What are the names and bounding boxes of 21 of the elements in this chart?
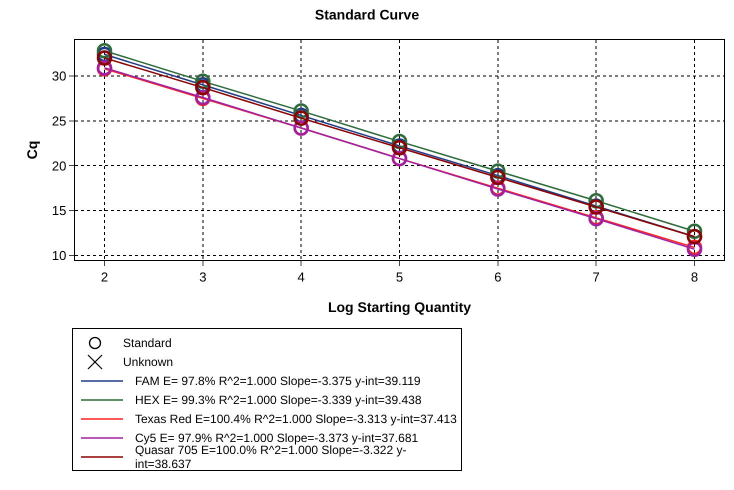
- legend-label: HEX E= 99.3% R^2=1.000 Slope=-3.339 y-int=39.438: [135, 392, 422, 406]
- x-axis-title: Log Starting Quantity: [328, 299, 472, 315]
- x-tick-label: 7: [592, 270, 600, 285]
- text: Unknown: [123, 354, 174, 368]
- legend-label: Texas Red E=100.4% R^2=1.000 Slope=-3.313 y-int=37.413: [135, 412, 457, 426]
- x-tick-label: 8: [690, 270, 698, 285]
- x-tick-label: 3: [199, 270, 206, 285]
- y-tick-label: 15: [52, 203, 66, 218]
- x-tick-label: 2: [100, 270, 108, 285]
- y-tick-label: 30: [52, 68, 66, 84]
- text: Standard: [123, 336, 172, 350]
- y-tick-label: 10: [52, 248, 66, 264]
- y-axis-title: Cq: [24, 140, 40, 160]
- x-tick-label: 5: [396, 270, 404, 285]
- y-tick-label: 20: [52, 158, 66, 174]
- x-tick-label: 4: [298, 270, 305, 285]
- legend-label: FAM E= 97.8% R^2=1.000 Slope=-3.375 y-int=39.119: [135, 374, 421, 388]
- legend-label: Cy5 E= 97.9% R^2=1.000 Slope=-3.373 y-int=37.681: [135, 430, 418, 444]
- x-tick-label: 6: [494, 270, 502, 285]
- chart-title: Standard Curve: [314, 6, 420, 22]
- y-tick-label: 25: [52, 113, 66, 128]
